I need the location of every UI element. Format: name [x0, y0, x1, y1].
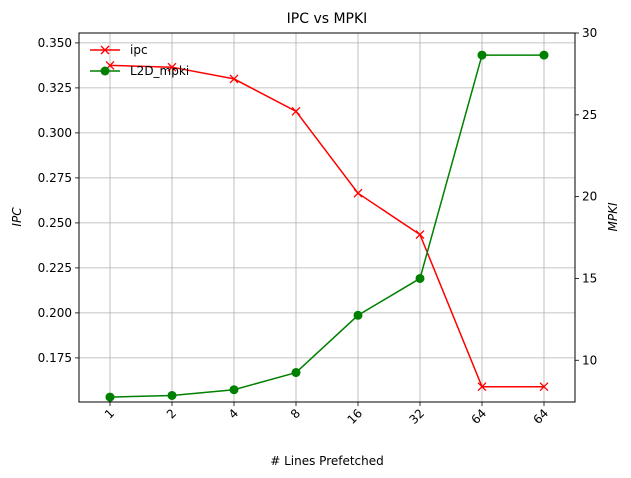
data-point-L2D_mpki [105, 392, 115, 402]
y-left-tick-label: 0.325 [38, 81, 72, 95]
x-axis: 1 2 4 8 16 32 64 64 [102, 402, 551, 427]
series-line-ipc [109, 64, 544, 388]
y-left-tick-label: 0.250 [38, 216, 72, 230]
series-L2D_mpki [105, 50, 549, 402]
legend-item-ipc: ipc [90, 43, 148, 57]
series-line-L2D_mpki [109, 54, 544, 398]
y-right-tick-label: 20 [582, 190, 597, 204]
y-right-tick-label: 15 [582, 271, 597, 285]
x-tick-label: 1 [102, 406, 117, 421]
legend-swatch-marker [100, 45, 110, 55]
chart-title: IPC vs MPKI [287, 11, 368, 27]
x-axis-title: # Lines Prefetched [270, 454, 384, 468]
y-axis-right: 10 15 20 25 30 [575, 26, 597, 367]
data-point-L2D_mpki [477, 50, 487, 60]
data-point-ipc [229, 74, 239, 84]
y-left-tick-label: 0.275 [38, 171, 72, 185]
y-left-tick-label: 0.350 [38, 36, 72, 50]
legend-item-L2D_mpki: L2D_mpki [90, 64, 189, 78]
data-point-ipc [539, 382, 549, 392]
series-ipc [105, 60, 549, 392]
data-point-ipc [291, 106, 301, 116]
legend-label: L2D_mpki [130, 64, 189, 78]
x-tick-label: 2 [164, 406, 179, 421]
legend-swatch-marker [100, 66, 110, 76]
x-tick-label: 32 [406, 406, 427, 427]
y-right-tick-label: 25 [582, 108, 597, 122]
y-axis-left: 0.175 0.200 0.225 0.250 0.275 0.300 0.325 0.350 [38, 36, 79, 365]
data-point-L2D_mpki [291, 368, 301, 378]
data-point-L2D_mpki [415, 273, 425, 283]
data-point-L2D_mpki [353, 310, 363, 320]
y-right-tick-label: 10 [582, 353, 597, 367]
x-tick-label: 4 [226, 406, 241, 421]
legend-label: ipc [130, 43, 148, 57]
series-layer [105, 50, 549, 402]
y-left-tick-label: 0.225 [38, 261, 72, 275]
y-left-tick-label: 0.175 [38, 351, 72, 365]
y-right-tick-label: 30 [582, 26, 597, 40]
data-point-L2D_mpki [229, 385, 239, 395]
x-tick-label: 64 [530, 406, 551, 427]
data-point-ipc [167, 62, 177, 72]
x-tick-label: 16 [344, 406, 365, 427]
y-left-tick-label: 0.300 [38, 126, 72, 140]
grid-layer [79, 33, 575, 402]
x-tick-label: 8 [288, 406, 303, 421]
data-point-L2D_mpki [167, 390, 177, 400]
y-left-tick-label: 0.200 [38, 306, 72, 320]
x-tick-label: 64 [468, 406, 489, 427]
plot-frame [78, 32, 576, 403]
data-point-L2D_mpki [539, 50, 549, 60]
data-point-ipc [353, 188, 363, 198]
y-axis-right-title: MPKI [606, 202, 620, 231]
data-point-ipc [415, 230, 425, 240]
data-point-ipc [477, 382, 487, 392]
y-axis-left-title: IPC [10, 207, 24, 227]
legend: ipc L2D_mpki [90, 43, 189, 78]
